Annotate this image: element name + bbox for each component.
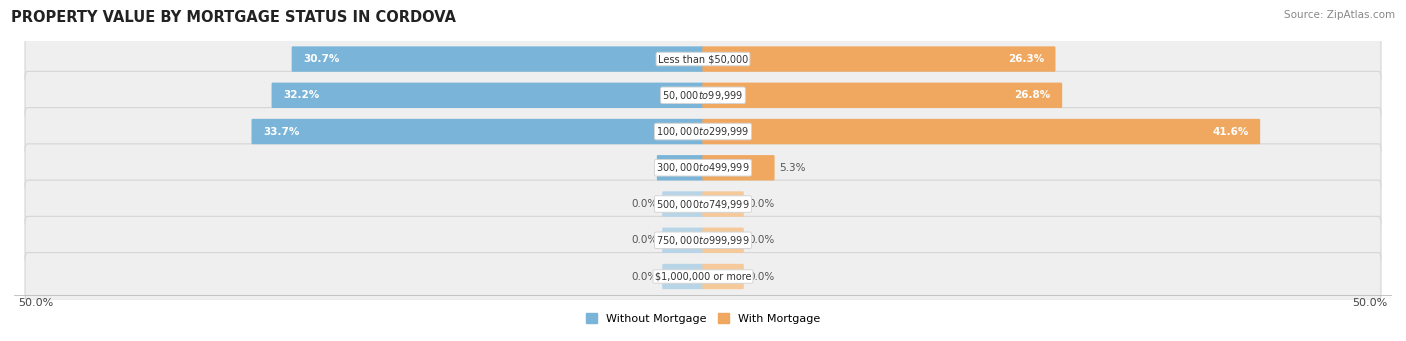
Legend: Without Mortgage, With Mortgage: Without Mortgage, With Mortgage — [582, 309, 824, 328]
FancyBboxPatch shape — [252, 119, 703, 144]
Text: 0.0%: 0.0% — [631, 199, 658, 209]
Text: 50.0%: 50.0% — [1353, 298, 1388, 308]
Text: 30.7%: 30.7% — [304, 54, 339, 64]
Text: 50.0%: 50.0% — [18, 298, 53, 308]
Text: Less than $50,000: Less than $50,000 — [658, 54, 748, 64]
Text: PROPERTY VALUE BY MORTGAGE STATUS IN CORDOVA: PROPERTY VALUE BY MORTGAGE STATUS IN COR… — [11, 10, 457, 25]
Text: 0.0%: 0.0% — [748, 235, 775, 245]
FancyBboxPatch shape — [662, 191, 703, 217]
Text: $50,000 to $99,999: $50,000 to $99,999 — [662, 89, 744, 102]
Text: $500,000 to $749,999: $500,000 to $749,999 — [657, 197, 749, 210]
FancyBboxPatch shape — [657, 155, 703, 180]
Text: 5.3%: 5.3% — [779, 163, 806, 173]
FancyBboxPatch shape — [703, 227, 744, 253]
FancyBboxPatch shape — [703, 119, 1260, 144]
Text: $1,000,000 or more: $1,000,000 or more — [655, 271, 751, 282]
Text: 32.2%: 32.2% — [283, 90, 319, 100]
FancyBboxPatch shape — [25, 71, 1381, 119]
FancyBboxPatch shape — [703, 83, 1062, 108]
Text: 0.0%: 0.0% — [631, 271, 658, 282]
Text: 0.0%: 0.0% — [748, 199, 775, 209]
FancyBboxPatch shape — [703, 191, 744, 217]
FancyBboxPatch shape — [703, 155, 775, 180]
Text: $750,000 to $999,999: $750,000 to $999,999 — [657, 234, 749, 247]
FancyBboxPatch shape — [25, 180, 1381, 228]
FancyBboxPatch shape — [703, 46, 1056, 72]
Text: 41.6%: 41.6% — [1212, 127, 1249, 136]
Text: 0.0%: 0.0% — [748, 271, 775, 282]
FancyBboxPatch shape — [662, 264, 703, 289]
Text: Source: ZipAtlas.com: Source: ZipAtlas.com — [1284, 10, 1395, 20]
Text: 33.7%: 33.7% — [263, 127, 299, 136]
FancyBboxPatch shape — [25, 144, 1381, 192]
FancyBboxPatch shape — [25, 35, 1381, 83]
Text: $100,000 to $299,999: $100,000 to $299,999 — [657, 125, 749, 138]
FancyBboxPatch shape — [25, 253, 1381, 300]
Text: 26.3%: 26.3% — [1008, 54, 1045, 64]
FancyBboxPatch shape — [25, 216, 1381, 264]
FancyBboxPatch shape — [25, 108, 1381, 155]
Text: 26.8%: 26.8% — [1015, 90, 1050, 100]
FancyBboxPatch shape — [662, 227, 703, 253]
FancyBboxPatch shape — [291, 46, 703, 72]
Text: $300,000 to $499,999: $300,000 to $499,999 — [657, 161, 749, 174]
FancyBboxPatch shape — [703, 264, 744, 289]
FancyBboxPatch shape — [271, 83, 703, 108]
Text: 3.4%: 3.4% — [668, 163, 697, 173]
Text: 0.0%: 0.0% — [631, 235, 658, 245]
